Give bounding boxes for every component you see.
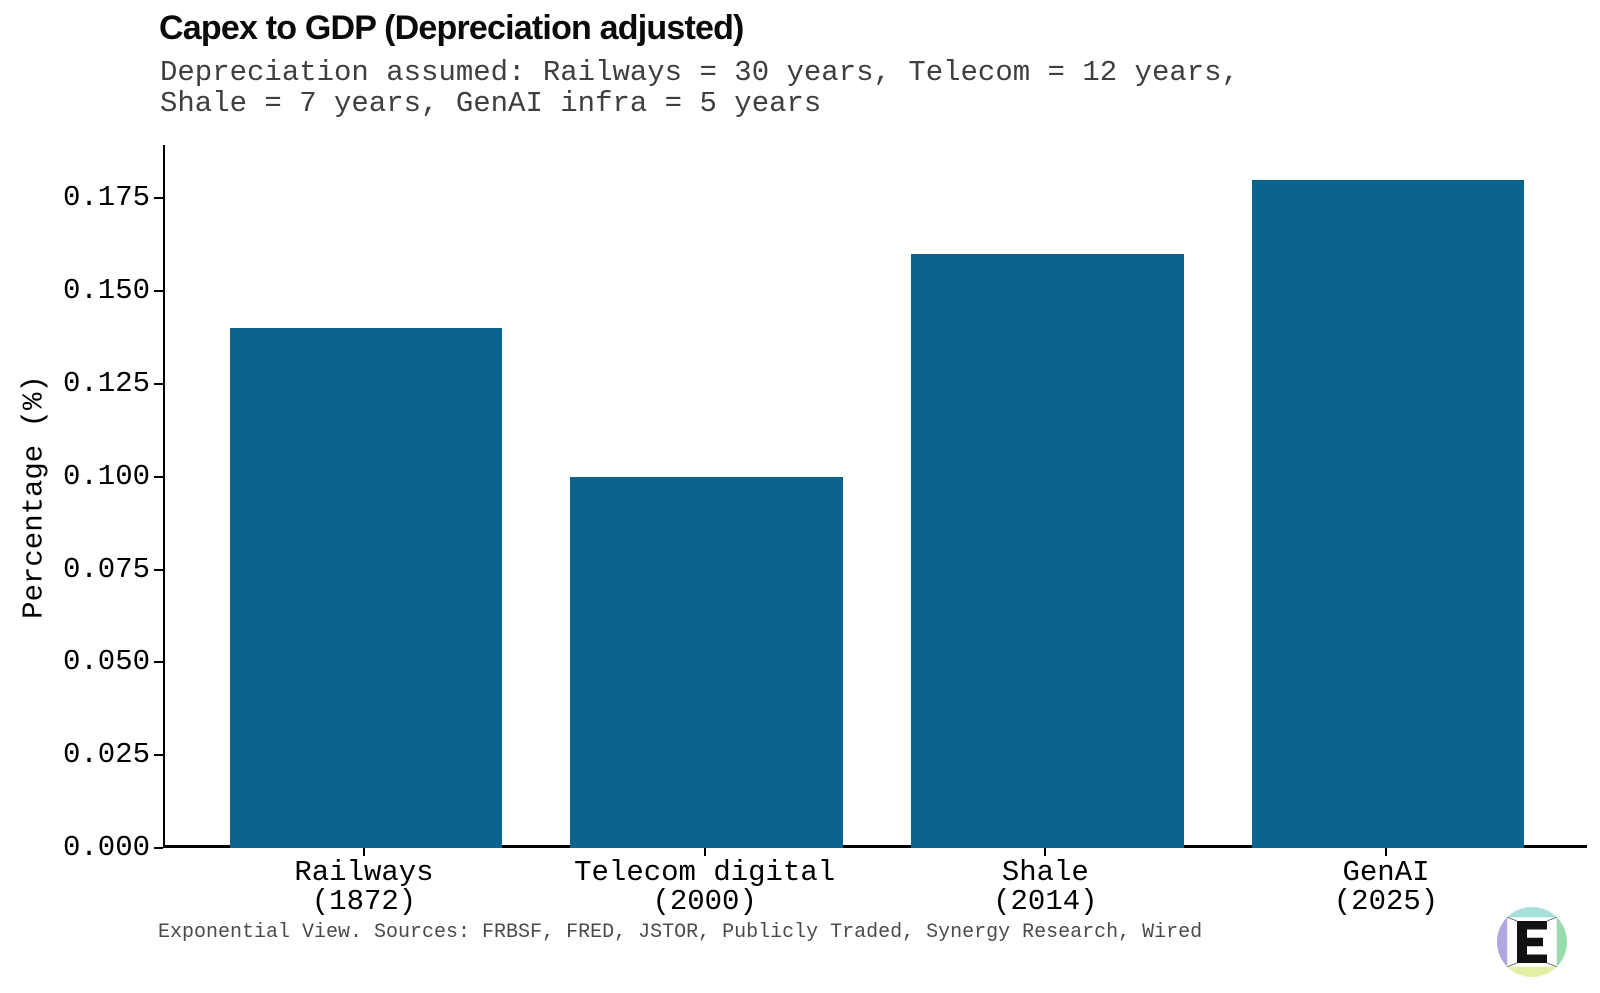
bar-genai bbox=[1251, 179, 1525, 848]
x-tick-label-railways: Railways (1872) bbox=[294, 856, 434, 918]
logo-perspective-lines bbox=[1507, 916, 1557, 968]
y-tick-label-0.125: 0.125 bbox=[62, 367, 150, 401]
y-tick-mark bbox=[154, 847, 163, 849]
logo-letter-e bbox=[1517, 921, 1547, 963]
y-tick-mark bbox=[154, 754, 163, 757]
y-tick-label-0.000: 0.000 bbox=[62, 831, 150, 864]
x-tick-mark bbox=[1385, 848, 1387, 856]
x-tick-label-telecom-digital: Telecom digital (2000) bbox=[574, 856, 836, 918]
bar-railways bbox=[229, 328, 503, 848]
x-tick-label-genai: GenAI (2025) bbox=[1333, 856, 1439, 918]
y-tick-mark bbox=[154, 197, 163, 200]
y-tick-mark bbox=[154, 383, 163, 386]
y-tick-mark bbox=[154, 475, 163, 478]
y-tick-label-0.050: 0.050 bbox=[62, 645, 150, 679]
x-tick-mark bbox=[703, 848, 706, 856]
x-tick-mark bbox=[1044, 848, 1047, 856]
chart-subtitle: Depreciation assumed: Railways = 30 year… bbox=[160, 56, 1239, 120]
y-tick-label-0.075: 0.075 bbox=[62, 552, 150, 586]
y-tick-label-0.025: 0.025 bbox=[62, 738, 150, 772]
bar-shale bbox=[911, 254, 1184, 848]
exponential-view-logo bbox=[1497, 907, 1567, 977]
x-tick-mark bbox=[362, 848, 365, 856]
y-tick-label-0.150: 0.150 bbox=[62, 274, 150, 308]
y-tick-mark bbox=[154, 290, 163, 293]
bar-telecom-digital bbox=[570, 476, 843, 848]
y-tick-label-0.100: 0.100 bbox=[62, 459, 150, 493]
y-tick-mark bbox=[154, 568, 163, 571]
source-attribution: Exponential View. Sources: FRBSF, FRED, … bbox=[158, 921, 1203, 944]
y-tick-mark bbox=[154, 661, 163, 664]
y-tick-label-0.175: 0.175 bbox=[62, 181, 150, 215]
plot-area bbox=[163, 145, 1587, 848]
chart-title: Capex to GDP (Depreciation adjusted) bbox=[159, 9, 744, 47]
x-tick-label-shale: Shale (2014) bbox=[993, 856, 1098, 918]
